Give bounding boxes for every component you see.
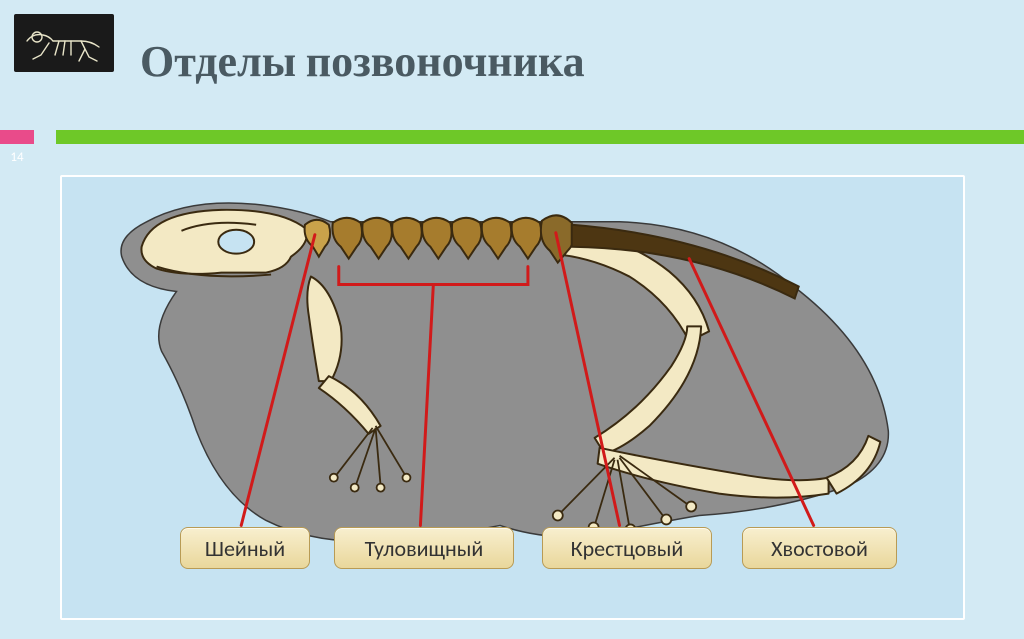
label-sacral-text: Крестцовый	[571, 535, 684, 562]
label-cervical: Шейный	[180, 527, 310, 569]
page-title: Отделы позвоночника	[140, 36, 585, 87]
label-caudal-text: Хвостовой	[771, 535, 868, 562]
label-caudal: Хвостовой	[742, 527, 897, 569]
accent-bar	[0, 130, 1024, 144]
diagram-card: Шейный Туловищный Крестцовый Хвостовой	[60, 175, 965, 620]
accent-bar-green	[56, 130, 1024, 144]
label-cervical-text: Шейный	[205, 535, 285, 562]
label-sacral: Крестцовый	[542, 527, 712, 569]
accent-bar-pink	[0, 130, 34, 144]
label-trunk: Туловищный	[334, 527, 514, 569]
thumbnail	[14, 14, 114, 72]
label-trunk-text: Туловищный	[365, 535, 484, 562]
slide-number: 14	[0, 148, 34, 168]
thumbnail-skeleton-icon	[19, 21, 109, 65]
accent-bar-gap	[34, 130, 56, 144]
